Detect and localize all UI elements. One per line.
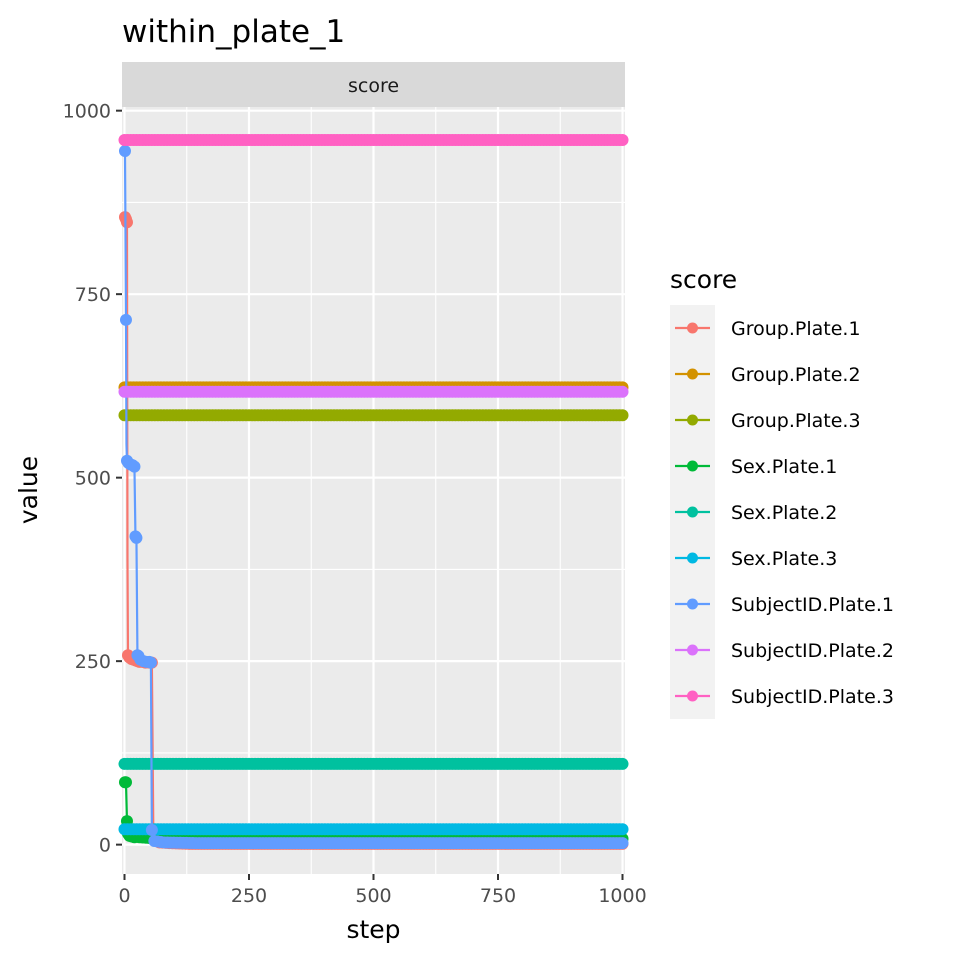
data-point (119, 313, 132, 326)
data-point (616, 409, 629, 422)
y-axis: 0 250 500 750 1000 (63, 101, 122, 857)
legend-label: Group.Plate.2 (731, 364, 861, 386)
legend-item: Sex.Plate.2 (675, 502, 837, 524)
legend-key-point (687, 598, 698, 610)
x-axis: 0 250 500 750 1000 (118, 874, 647, 907)
legend: Group.Plate.1 Group.Plate.2 Group.Plate.3 S… (675, 318, 894, 708)
data-point (616, 134, 629, 147)
legend-key-point (687, 552, 698, 564)
legend-key-point (687, 644, 698, 656)
series-subjectid-plate-3 (118, 134, 629, 147)
x-tick-label: 500 (355, 885, 391, 907)
legend-title: score (670, 265, 737, 294)
data-point (120, 216, 133, 229)
data-point (616, 385, 629, 398)
legend-key-point (687, 368, 698, 380)
data-point (128, 460, 141, 473)
legend-key-point (687, 322, 698, 334)
data-point (616, 823, 629, 836)
legend-label: SubjectID.Plate.1 (731, 594, 894, 616)
legend-item: Sex.Plate.3 (675, 548, 837, 570)
legend-label: Group.Plate.1 (731, 318, 861, 340)
x-tick-label: 1000 (598, 885, 646, 907)
y-tick-label: 0 (99, 835, 111, 857)
legend-item: SubjectID.Plate.1 (675, 594, 894, 616)
grid-major (122, 107, 625, 874)
x-tick-label: 750 (480, 885, 516, 907)
series-group-plate-3 (118, 409, 629, 422)
y-tick-label: 250 (75, 651, 111, 673)
legend-key-point (687, 414, 698, 426)
legend-label: SubjectID.Plate.3 (731, 686, 894, 708)
chart-title: within_plate_1 (122, 14, 345, 50)
y-tick-label: 750 (75, 284, 111, 306)
x-tick-label: 250 (231, 885, 267, 907)
y-axis-label: value (14, 456, 43, 524)
legend-label: Group.Plate.3 (731, 410, 861, 432)
series-subjectid-plate-2 (118, 385, 629, 398)
x-axis-label: step (346, 915, 400, 944)
legend-label: Sex.Plate.3 (731, 548, 837, 570)
series-sex-plate-3 (118, 823, 629, 836)
data-point (130, 531, 143, 544)
legend-key-point (687, 506, 698, 518)
data-point (616, 837, 629, 850)
legend-item: SubjectID.Plate.3 (675, 686, 894, 708)
data-point (145, 823, 158, 836)
series-layer (118, 134, 629, 850)
legend-label: Sex.Plate.2 (731, 502, 837, 524)
legend-item: Group.Plate.1 (675, 318, 861, 340)
facet-strip (122, 62, 625, 107)
x-tick-label: 0 (118, 885, 130, 907)
legend-key-point (687, 460, 698, 472)
data-point (118, 145, 131, 158)
series-subjectid-plate-1 (118, 145, 629, 850)
legend-item: Group.Plate.2 (675, 364, 861, 386)
facet-strip-label: score (348, 75, 399, 97)
data-point (616, 757, 629, 770)
y-tick-label: 1000 (63, 101, 111, 123)
legend-key-point (687, 690, 698, 702)
legend-label: Sex.Plate.1 (731, 456, 837, 478)
y-tick-label: 500 (75, 468, 111, 490)
legend-item: Group.Plate.3 (675, 410, 861, 432)
series-sex-plate-2 (118, 757, 629, 770)
data-point (119, 776, 132, 789)
legend-item: SubjectID.Plate.2 (675, 640, 894, 662)
data-point (144, 656, 157, 669)
legend-label: SubjectID.Plate.2 (731, 640, 894, 662)
legend-item: Sex.Plate.1 (675, 456, 837, 478)
